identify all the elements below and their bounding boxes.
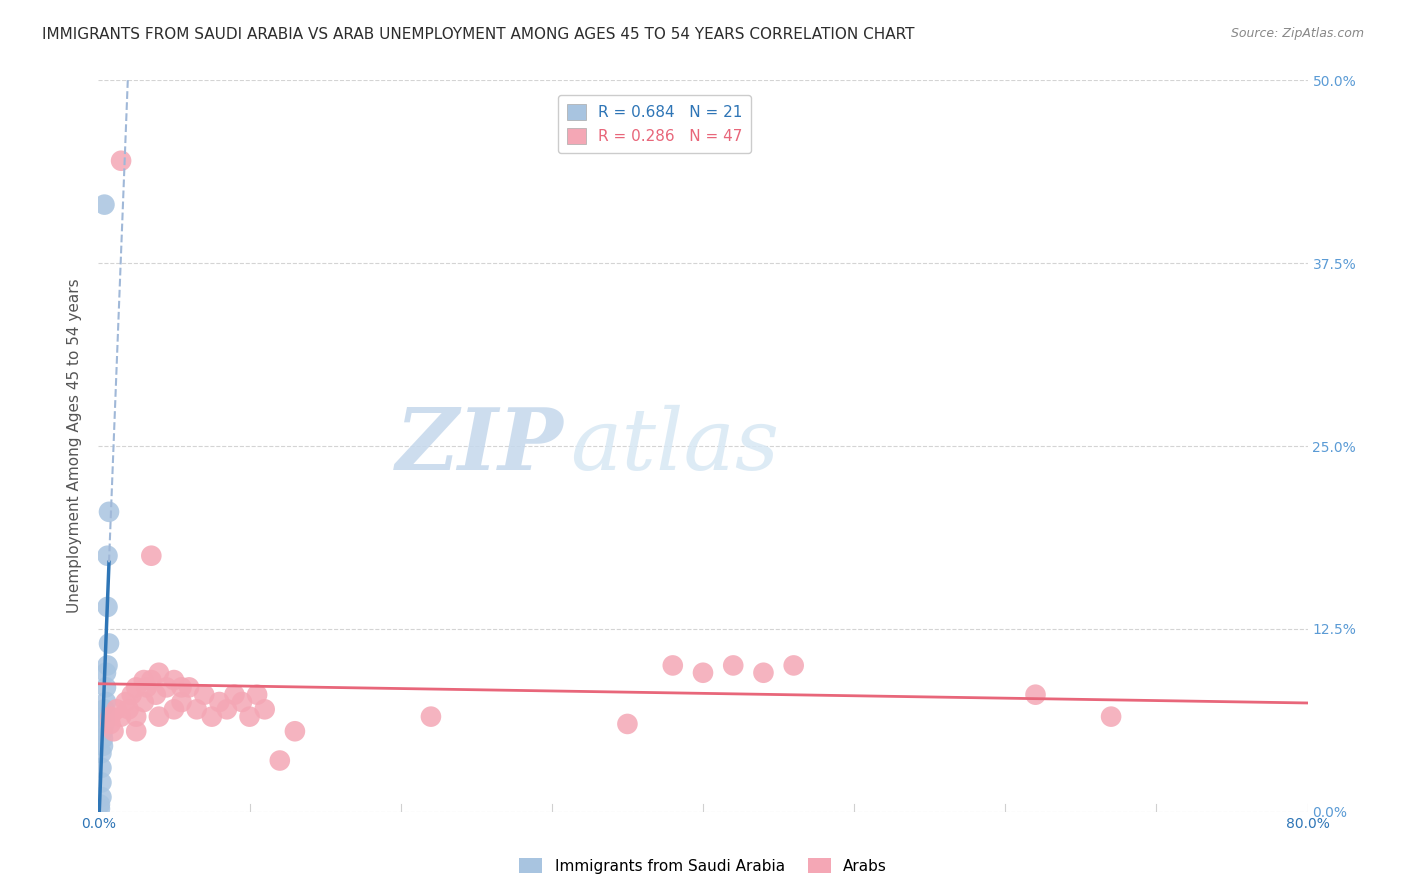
Legend: R = 0.684   N = 21, R = 0.286   N = 47: R = 0.684 N = 21, R = 0.286 N = 47 (558, 95, 751, 153)
Point (100, 717, 122, 731)
Point (723, 658, 745, 673)
Text: Source: ZipAtlas.com: Source: ZipAtlas.com (1230, 27, 1364, 40)
Point (94, 681, 117, 695)
Point (103, 724, 125, 739)
Point (284, 724, 307, 739)
Point (155, 681, 177, 695)
Point (420, 709, 443, 723)
Point (186, 702, 208, 716)
Point (89, 802, 111, 816)
Point (96, 658, 118, 673)
Point (141, 673, 163, 687)
Point (114, 695, 136, 709)
Text: IMMIGRANTS FROM SAUDI ARABIA VS ARAB UNEMPLOYMENT AMONG AGES 45 TO 54 YEARS CORR: IMMIGRANTS FROM SAUDI ARABIA VS ARAB UNE… (42, 27, 915, 42)
Point (163, 673, 186, 687)
Point (121, 688, 143, 702)
Point (90, 746, 112, 760)
Point (141, 549, 163, 563)
Point (91, 731, 114, 746)
Point (93, 709, 115, 723)
Point (94, 665, 117, 680)
Y-axis label: Unemployment Among Ages 45 to 54 years: Unemployment Among Ages 45 to 54 years (67, 278, 83, 614)
Point (616, 717, 638, 731)
Point (91, 739, 114, 753)
Point (193, 688, 215, 702)
Point (93, 717, 115, 731)
Point (163, 702, 186, 716)
Point (96, 599, 118, 614)
Point (148, 665, 170, 680)
Point (239, 709, 262, 723)
Point (201, 709, 224, 723)
Point (98, 505, 121, 519)
Text: ZIP: ZIP (396, 404, 564, 488)
Point (90, 790, 112, 805)
Point (148, 709, 170, 723)
Point (783, 658, 806, 673)
Point (96, 549, 118, 563)
Point (231, 695, 253, 709)
Point (100, 709, 122, 723)
Point (246, 688, 269, 702)
Point (125, 724, 148, 739)
Point (752, 665, 775, 680)
Point (215, 702, 238, 716)
Point (208, 695, 231, 709)
Text: atlas: atlas (569, 405, 779, 487)
Point (125, 709, 148, 723)
Point (1099, 709, 1122, 723)
Point (170, 695, 193, 709)
Point (224, 688, 246, 702)
Point (1024, 688, 1046, 702)
Point (132, 695, 155, 709)
Point (692, 665, 714, 680)
Point (132, 673, 155, 687)
Point (98, 636, 121, 650)
Point (253, 702, 276, 716)
Point (145, 688, 167, 702)
Point (125, 681, 148, 695)
Point (94, 695, 117, 709)
Point (170, 681, 193, 695)
Legend: Immigrants from Saudi Arabia, Arabs: Immigrants from Saudi Arabia, Arabs (513, 852, 893, 880)
Point (90, 761, 112, 775)
Point (135, 681, 157, 695)
Point (110, 709, 132, 723)
Point (105, 702, 128, 716)
Point (89, 797, 111, 812)
Point (179, 681, 201, 695)
Point (661, 658, 683, 673)
Point (269, 754, 291, 768)
Point (90, 775, 112, 789)
Point (93, 702, 115, 716)
Point (91, 724, 114, 739)
Point (118, 702, 141, 716)
Point (93, 197, 115, 211)
Point (110, 153, 132, 168)
